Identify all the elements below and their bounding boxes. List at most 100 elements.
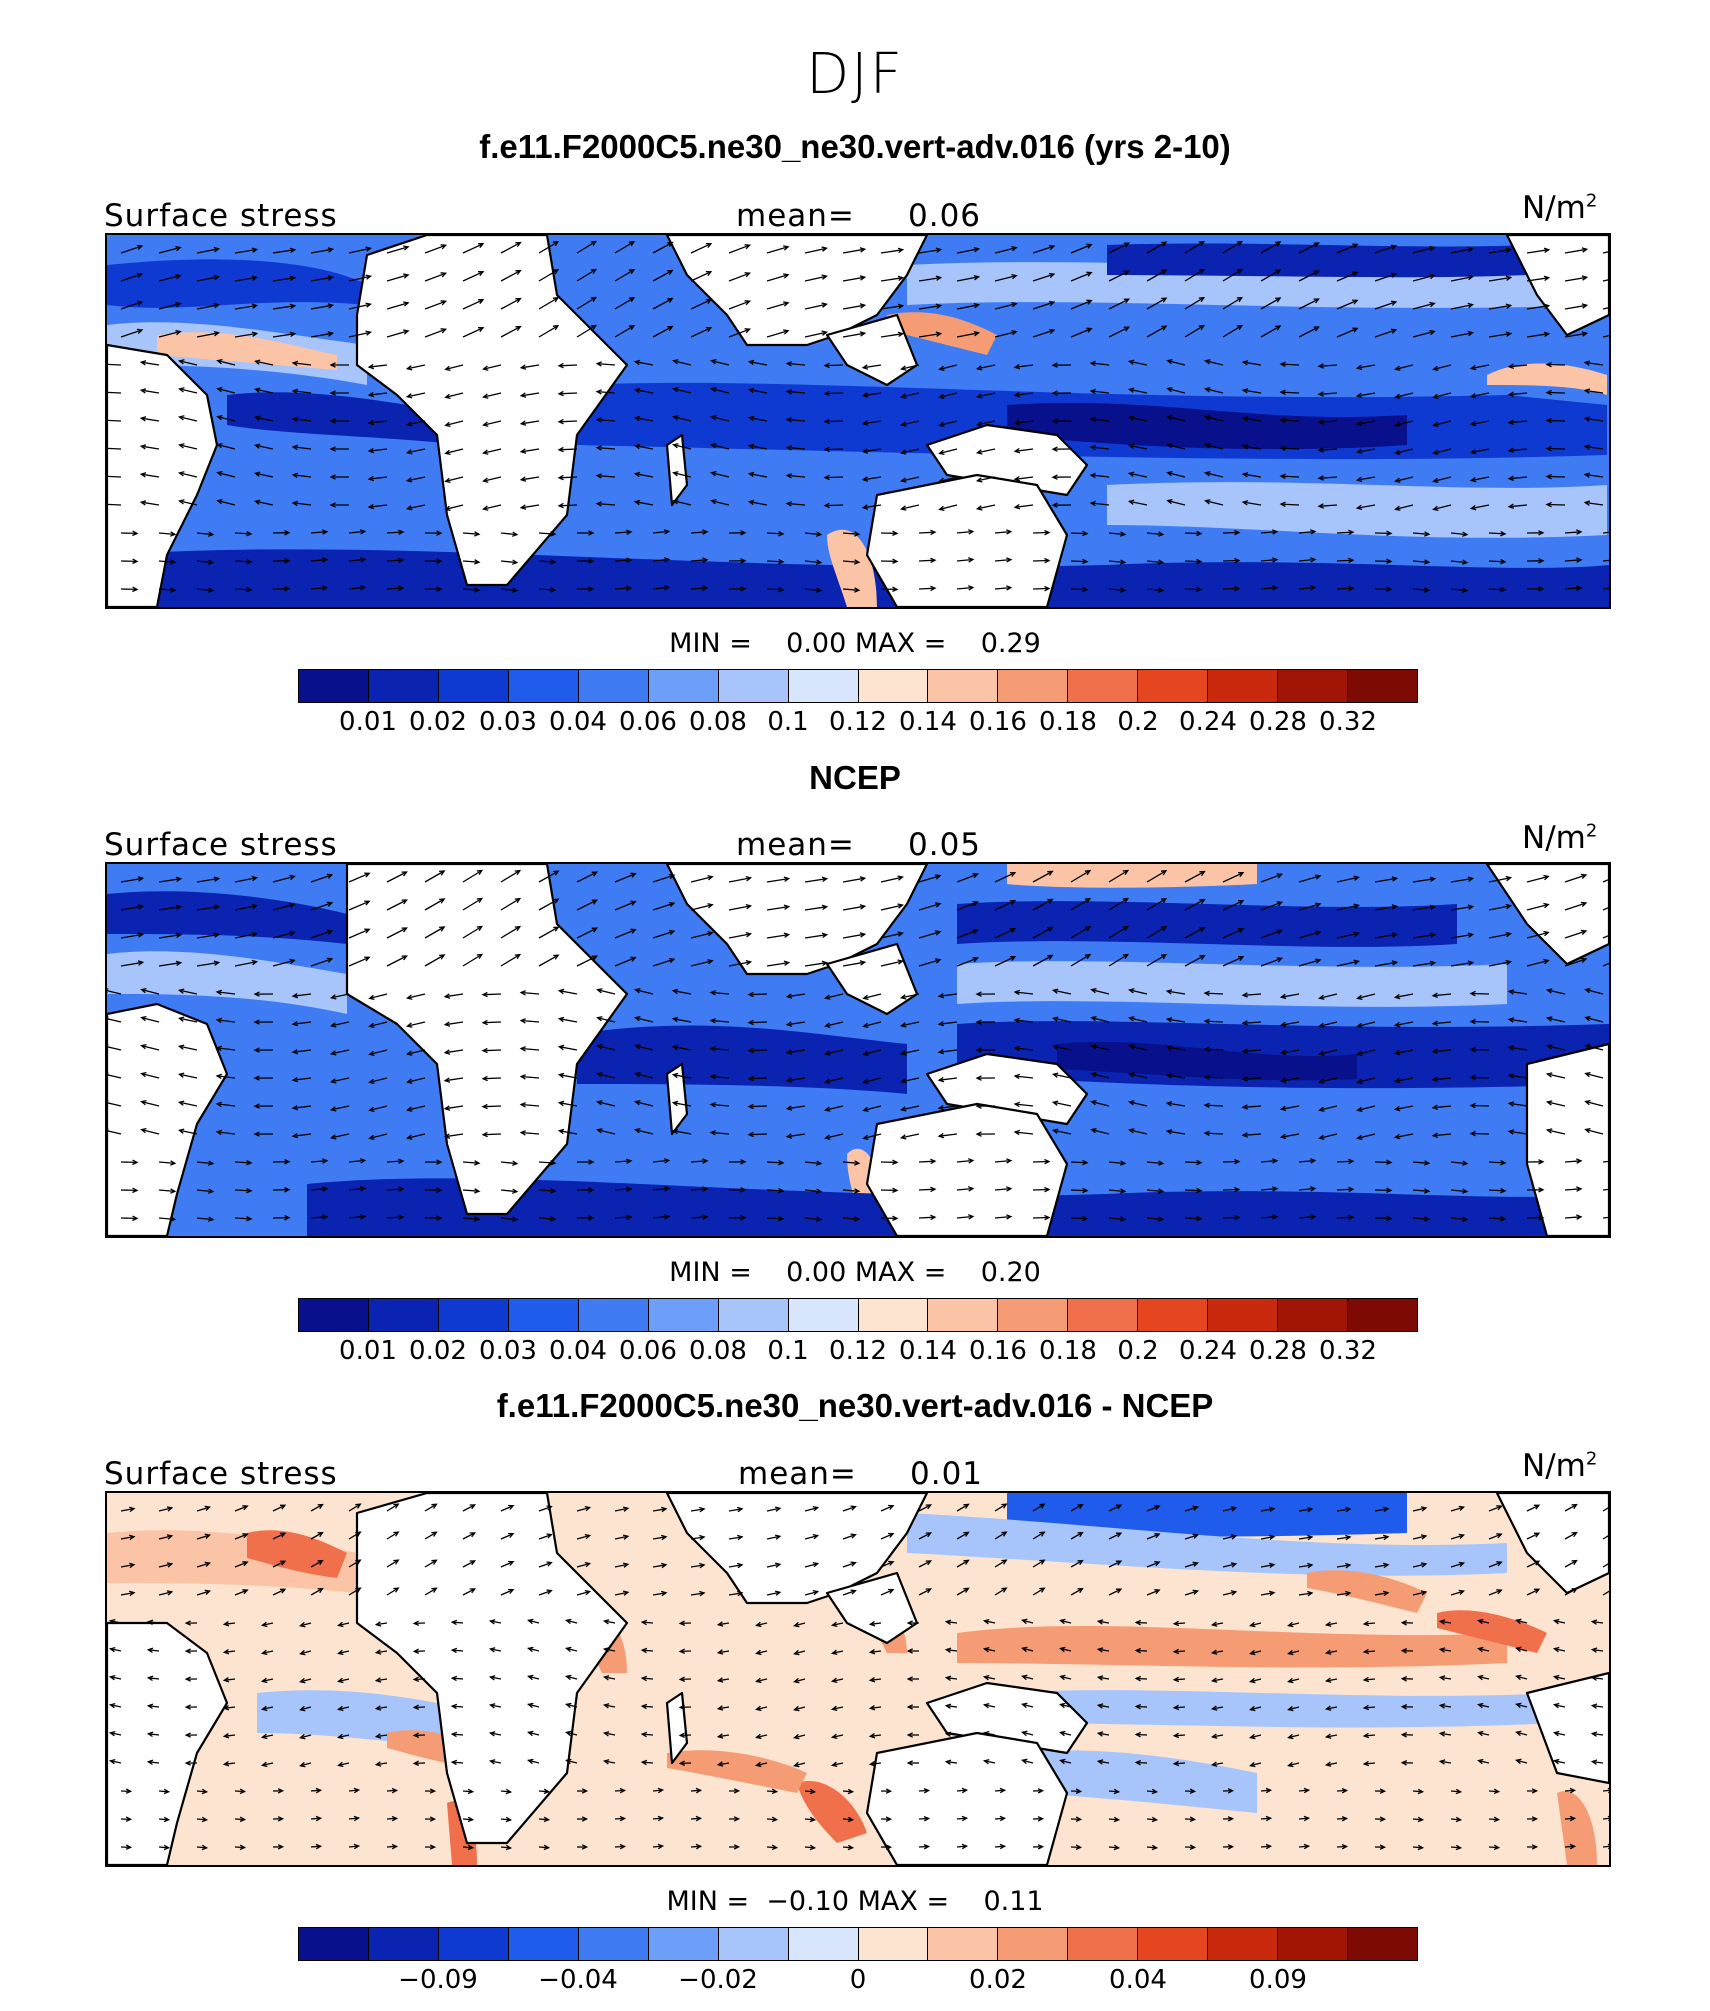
stress-vector-head <box>1134 1759 1142 1766</box>
stress-vector <box>158 588 175 592</box>
stress-vector <box>462 1560 476 1568</box>
stress-vector-head <box>745 931 753 938</box>
stress-vector <box>1585 445 1604 450</box>
stress-vector <box>1250 1762 1262 1767</box>
stress-vector <box>794 1650 806 1655</box>
stress-vector <box>310 930 333 939</box>
stress-vector-head <box>515 241 522 247</box>
stress-vector-head <box>830 1649 838 1656</box>
stress-vector-head <box>1196 1159 1203 1166</box>
stress-vector-head <box>482 365 489 371</box>
stress-vector-head <box>1571 1559 1578 1566</box>
stress-vector <box>1260 530 1277 534</box>
stress-vector <box>642 1761 654 1764</box>
stress-vector <box>1098 1620 1110 1624</box>
stress-vector <box>1032 1160 1050 1163</box>
stress-vector <box>310 874 333 883</box>
stress-vector <box>407 1049 426 1055</box>
stress-vector-head <box>279 1588 287 1594</box>
stress-vector <box>756 1734 768 1739</box>
stress-vector <box>1585 1072 1604 1079</box>
stress-vector-head <box>591 927 599 933</box>
stress-vector-head <box>975 365 983 371</box>
stress-vector-head <box>590 324 598 331</box>
stress-vector-head <box>1309 1186 1317 1192</box>
stress-vector <box>994 558 1011 562</box>
stress-vector-head <box>557 1044 565 1051</box>
stress-vector-head <box>1533 1504 1541 1510</box>
stress-vector <box>538 1189 556 1192</box>
stress-vector <box>1184 1534 1198 1540</box>
stress-vector-head <box>317 1587 324 1594</box>
stress-vector <box>1053 1129 1072 1135</box>
stress-vector <box>1547 1101 1566 1107</box>
stress-vector-head <box>1386 558 1393 564</box>
stress-vector-head <box>785 473 792 479</box>
stress-vector <box>787 1077 806 1082</box>
stress-vector-head <box>289 331 297 338</box>
stress-vector <box>1260 1817 1271 1820</box>
stress-vector <box>1032 926 1053 939</box>
stress-vector <box>1585 361 1604 366</box>
stress-vector <box>500 898 521 911</box>
stress-vector-head <box>1119 559 1127 565</box>
stress-vector-head <box>975 991 982 997</box>
stress-vector <box>1488 1589 1502 1596</box>
stress-vector-head <box>184 1732 191 1738</box>
stress-vector-head <box>709 1046 716 1052</box>
stress-vector <box>490 1620 502 1624</box>
stress-vector <box>348 586 365 590</box>
stress-vector <box>293 474 312 478</box>
stress-vector-head <box>1505 247 1513 253</box>
stress-vector <box>462 925 483 939</box>
stress-vector-head <box>944 1703 952 1709</box>
stress-vector <box>217 1019 236 1023</box>
stress-vector-head <box>215 1073 223 1080</box>
stress-vector <box>234 588 252 591</box>
stress-vector-head <box>747 471 755 478</box>
stress-vector <box>1488 1161 1506 1164</box>
stress-vector-head <box>821 330 828 336</box>
stress-vector-head <box>1576 1158 1583 1164</box>
colorbar-tick-label: 0.02 <box>409 707 467 737</box>
stress-vector-head <box>588 586 595 592</box>
panel-2-map-svg <box>107 864 1609 1236</box>
stress-vector <box>462 1790 473 1793</box>
stress-vector-head <box>999 1815 1007 1822</box>
stress-vector <box>1260 1591 1275 1596</box>
stress-vector-head <box>1469 1046 1476 1053</box>
stress-vector <box>673 990 692 995</box>
stress-vector <box>1450 1217 1467 1221</box>
stress-vector <box>1374 933 1397 939</box>
stress-vector <box>452 1621 464 1624</box>
stress-vector <box>1091 1072 1110 1079</box>
stress-vector <box>1222 531 1240 534</box>
panel-3-minmax: MIN = −0.10 MAX = 0.11 <box>666 1886 1044 1917</box>
stress-vector <box>538 325 559 338</box>
stress-vector <box>386 1789 397 1792</box>
stress-vector <box>1602 335 1609 338</box>
stress-vector-head <box>108 1730 116 1737</box>
stress-vector <box>718 1622 730 1626</box>
panel-1-mean-label: mean= <box>736 198 855 234</box>
stress-vector-head <box>175 301 182 308</box>
stress-vector-head <box>1001 1503 1008 1509</box>
stress-vector-head <box>222 1705 230 1711</box>
stress-vector-head <box>1393 1105 1401 1112</box>
stress-vector <box>1336 960 1359 967</box>
stress-vector <box>901 420 920 426</box>
stress-vector <box>994 530 1011 534</box>
stress-vector-head <box>440 328 447 334</box>
colorbar-swatch <box>1068 670 1139 702</box>
stress-vector <box>804 1161 821 1165</box>
stress-vector-head <box>716 1677 724 1683</box>
stress-vector-head <box>403 245 410 251</box>
stress-vector <box>918 276 941 282</box>
stress-vector <box>234 560 252 563</box>
stress-vector-head <box>1287 1705 1294 1712</box>
stress-vector <box>711 1103 730 1107</box>
stress-vector <box>994 1845 1005 1848</box>
stress-vector <box>1395 1105 1414 1111</box>
stress-vector <box>1250 1650 1262 1655</box>
stress-vector-head <box>1241 1132 1248 1138</box>
